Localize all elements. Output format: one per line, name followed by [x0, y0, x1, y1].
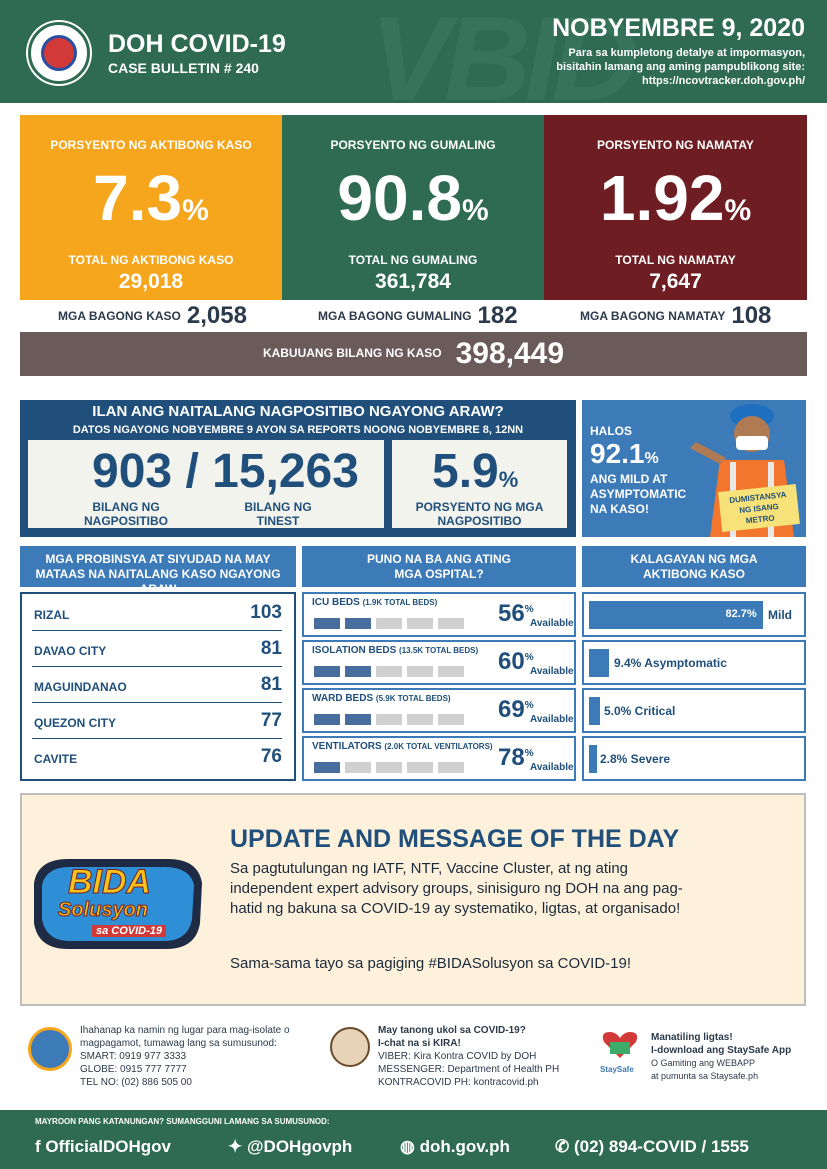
new-deaths: MGA BAGONG NAMATAY 108 — [580, 302, 772, 329]
twitter-link[interactable]: ✦ @DOHgovph — [228, 1137, 353, 1156]
ventilator-icons — [314, 760, 469, 774]
bulletin-title: DOH COVID-19 — [108, 30, 286, 58]
isolation-beds-box: ISOLATION BEDS (13.5K TOTAL BEDS) 60% Av… — [302, 640, 576, 685]
provinces-list: RIZAL 103 DAVAO CITY 81 MAGUINDANAO 81 QUEZ… — [20, 592, 296, 781]
bed-icon — [376, 714, 402, 725]
bed-icon — [345, 762, 371, 773]
ward-bed-icons — [314, 712, 469, 726]
active-total: 29,018 — [118, 270, 184, 293]
bed-icon — [314, 666, 340, 677]
list-item: QUEZON CITY 77 — [32, 704, 282, 739]
status-severe: 2.8% Severe — [582, 736, 806, 781]
phone-icon: ✆ — [555, 1137, 574, 1156]
deaths-box: PORSYENTO NG NAMATAY 1.92% TOTAL NG NAMA… — [544, 115, 807, 300]
bed-icon — [407, 714, 433, 725]
bed-icon — [376, 618, 402, 629]
bed-icon — [438, 666, 464, 677]
update-body: Sa pagtutulungan ng IATF, NTF, Vaccine C… — [230, 860, 683, 917]
bed-icon — [407, 618, 433, 629]
globe-number[interactable]: GLOBE: 0915 777 7777 — [80, 1064, 187, 1075]
bed-icon — [314, 618, 340, 629]
bulletin-number: CASE BULLETIN # 240 — [108, 60, 259, 76]
list-item: DAVAO CITY 81 — [32, 632, 282, 667]
phone-link[interactable]: ✆ (02) 894-COVID / 1555 — [555, 1137, 749, 1156]
bulletin-date: NOBYEMBRE 9, 2020 — [552, 14, 805, 42]
icu-bed-icons — [314, 616, 469, 630]
messenger-link[interactable]: MESSENGER: Department of Health PH — [378, 1064, 560, 1075]
deaths-total: 7,647 — [649, 270, 702, 293]
new-recovered: MGA BAGONG GUMALING 182 — [318, 302, 518, 329]
kontracovid-link[interactable]: KONTRACOVID PH: kontracovid.ph — [378, 1077, 539, 1088]
recovered-total: 361,784 — [375, 270, 451, 293]
bed-icon — [407, 762, 433, 773]
facebook-link[interactable]: f OfficialDOHgov — [35, 1137, 172, 1156]
isolation-bed-icons — [314, 664, 469, 678]
recovered-percent: 90.8% — [337, 162, 489, 234]
staysafe-info: Manatiling ligtas! I-download ang StaySaf… — [651, 1032, 792, 1081]
hospitals-header: PUNO NA BA ANG ATING MGA OSPITAL? — [302, 546, 576, 587]
status-bar — [589, 649, 609, 677]
positives-count-box: 903 / 15,263 BILANG NG NAGPOSITIBO BILAN… — [28, 440, 384, 528]
bed-icon — [438, 618, 464, 629]
active-cases-box: PORSYENTO NG AKTIBONG KASO 7.3% TOTAL NG… — [20, 115, 282, 300]
staysafe-logo: StaySafe — [600, 1030, 640, 1074]
kira-avatar — [330, 1027, 370, 1067]
bida-solusyon-logo: BIDA Solusyon sa COVID-19 — [28, 853, 206, 953]
bed-icon — [314, 714, 340, 725]
bed-icon — [314, 762, 340, 773]
footer-bar: MAYROON PANG KATANUNGAN? SUMANGGUNI LAMA… — [0, 1110, 827, 1169]
smart-number[interactable]: SMART: 0919 977 3333 — [80, 1051, 187, 1062]
mild-asymptomatic-panel: HALOS 92.1% ANG MILD AT ASYMPTOMATIC NA … — [582, 400, 806, 537]
tel-number[interactable]: TEL NO: (02) 886 505 00 — [80, 1077, 192, 1088]
twitter-icon: ✦ — [228, 1137, 247, 1156]
doh-seal-logo — [28, 22, 90, 84]
status-bar — [589, 745, 597, 773]
bida-watermark: VBID — [370, 0, 639, 103]
update-title: UPDATE AND MESSAGE OF THE DAY — [230, 825, 680, 853]
status-asymptomatic: 9.4% Asymptomatic — [582, 640, 806, 685]
status-bar — [589, 697, 600, 725]
status-bar: 82.7% — [589, 601, 763, 629]
facebook-icon: f — [35, 1137, 46, 1156]
ventilators-box: VENTILATORS (2.0K TOTAL VENTILATORS) 78%… — [302, 736, 576, 781]
header-banner: VBID DOH COVID-19 CASE BULLETIN # 240 NO… — [0, 0, 827, 103]
distance-sign: DUMISTANSYA NG ISANG METRO — [718, 484, 800, 532]
positives-today-panel: ILAN ANG NAITALANG NAGPOSITIBO NGAYONG A… — [20, 400, 576, 537]
staysafe-link[interactable]: at pumunta sa Staysafe.ph — [651, 1071, 759, 1081]
positivity-rate-box: 5.9% PORSYENTO NG MGA NAGPOSITIBO — [392, 440, 567, 528]
website-link[interactable]: ◍ doh.gov.ph — [400, 1137, 510, 1156]
site-note: Para sa kumpletong detalye at impormasyo… — [505, 46, 805, 88]
bed-icon — [438, 762, 464, 773]
globe-icon: ◍ — [400, 1137, 420, 1156]
status-mild: 82.7% Mild — [582, 592, 806, 637]
recovered-box: PORSYENTO NG GUMALING 90.8% TOTAL NG GUM… — [282, 115, 544, 300]
total-cases-bar: KABUUANG BILANG NG KASO 398,449 — [20, 332, 807, 376]
bed-icon — [345, 618, 371, 629]
active-percent: 7.3% — [93, 162, 209, 234]
one-hospital-logo — [28, 1027, 72, 1071]
deaths-percent: 1.92% — [599, 162, 752, 234]
icu-beds-box: ICU BEDS (1.9K TOTAL BEDS) 56% Available — [302, 592, 576, 637]
update-slogan: Sama-sama tayo sa pagiging #BIDASolusyon… — [230, 955, 632, 972]
list-item: MAGUINDANAO 81 — [32, 668, 282, 703]
bed-icon — [407, 666, 433, 677]
bed-icon — [376, 666, 402, 677]
new-cases: MGA BAGONG KASO 2,058 — [58, 302, 247, 329]
provinces-header: MGA PROBINSYA AT SIYUDAD NA MAY MATAAS N… — [20, 546, 296, 596]
status-critical: 5.0% Critical — [582, 688, 806, 733]
bed-icon — [438, 714, 464, 725]
list-item: RIZAL 103 — [32, 596, 282, 631]
kira-contacts: May tanong ukol sa COVID-19? I-chat na si… — [378, 1025, 560, 1088]
isolation-contacts: Ihahanap ka namin ng lugar para mag-isol… — [80, 1025, 290, 1088]
status-header: KALAGAYAN NG MGA AKTIBONG KASO — [582, 546, 806, 587]
viber-link[interactable]: VIBER: Kira Kontra COVID by DOH — [378, 1051, 537, 1062]
site-link[interactable]: https://ncovtracker.doh.gov.ph/ — [642, 75, 805, 87]
ward-beds-box: WARD BEDS (5.9K TOTAL BEDS) 69% Availabl… — [302, 688, 576, 733]
bed-icon — [345, 666, 371, 677]
list-item: CAVITE 76 — [34, 746, 282, 767]
bed-icon — [376, 762, 402, 773]
total-cases-value: 398,449 — [455, 337, 565, 370]
bed-icon — [345, 714, 371, 725]
